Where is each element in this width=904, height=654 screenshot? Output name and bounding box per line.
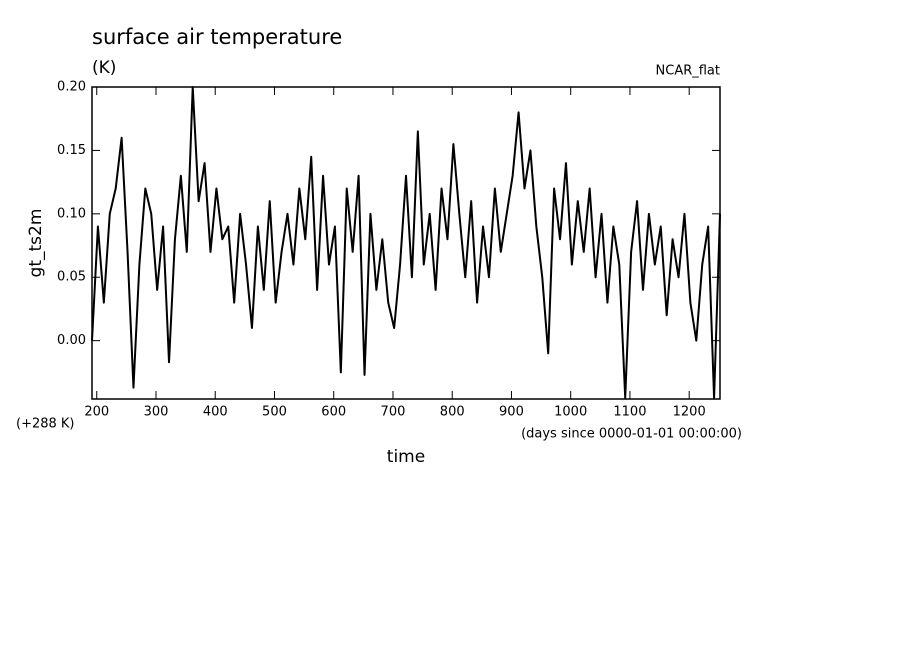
- x-tick-label: 1000: [554, 405, 587, 420]
- annotation: NCAR_flat: [656, 64, 720, 79]
- x-tick-label: 400: [203, 405, 228, 420]
- x-tick-label: 1100: [613, 405, 646, 420]
- y-tick-label: 0.20: [57, 80, 86, 95]
- x-axis-label: time: [387, 447, 425, 467]
- y-tick-label: 0.15: [57, 143, 86, 158]
- x-tick-label: 900: [499, 405, 524, 420]
- y-tick-label: 0.00: [57, 333, 86, 348]
- y-offset-label: (+288 K): [16, 417, 75, 432]
- x-tick-label: 1200: [673, 405, 706, 420]
- y-axis-label: gt_ts2m: [26, 209, 46, 278]
- chart-subtitle: (K): [92, 58, 116, 78]
- chart-title: surface air temperature: [92, 25, 342, 49]
- x-tick-label: 500: [262, 405, 287, 420]
- y-tick-label: 0.10: [57, 206, 86, 221]
- x-tick-label: 800: [440, 405, 465, 420]
- data-line: [91, 86, 721, 399]
- x-units-label: (days since 0000-01-01 00:00:00): [521, 427, 742, 442]
- x-tick-label: 200: [84, 405, 109, 420]
- x-tick-label: 300: [144, 405, 169, 420]
- y-tick-label: 0.05: [57, 270, 86, 285]
- x-tick-label: 700: [381, 405, 406, 420]
- x-tick-label: 600: [321, 405, 346, 420]
